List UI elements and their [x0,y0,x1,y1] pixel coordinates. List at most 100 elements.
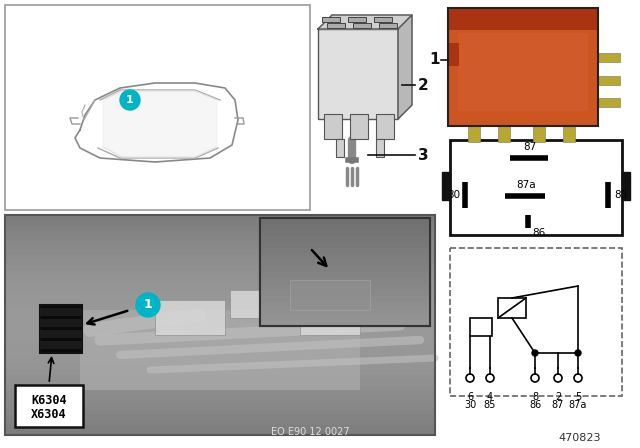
Circle shape [532,350,538,356]
Bar [260,254,430,261]
Circle shape [136,293,160,317]
Bar [5,410,435,416]
Bar [5,350,435,356]
Text: 2: 2 [555,392,561,402]
Circle shape [575,350,581,356]
Bar [260,230,430,237]
Text: 8: 8 [532,392,538,402]
Bar [5,405,435,411]
Text: 87: 87 [524,142,536,152]
Bar [468,126,480,142]
Bar [336,139,344,157]
Text: 1: 1 [143,298,152,311]
Bar [260,314,430,321]
Bar [300,305,360,335]
Bar [5,230,435,236]
Bar [5,395,435,401]
Bar [448,8,598,30]
Bar [260,278,430,285]
Bar [5,340,435,346]
Bar [5,5,310,210]
Bar [260,242,430,249]
Bar [5,415,435,421]
Bar [448,43,458,65]
Bar [260,218,430,326]
Bar [450,248,622,396]
Bar [260,284,430,291]
Text: 86: 86 [532,228,545,238]
Bar [15,385,83,427]
Bar [260,218,430,225]
Text: 85: 85 [484,400,496,410]
Bar [442,172,450,200]
Bar [376,114,394,139]
Bar [5,255,435,261]
Text: 6: 6 [467,392,473,402]
Text: X6304: X6304 [31,409,67,422]
Bar [5,325,435,331]
Bar [622,172,630,200]
Bar [230,290,285,318]
Text: 2: 2 [418,78,429,92]
Bar [353,23,371,28]
Bar [290,280,370,310]
Polygon shape [398,15,412,119]
Bar [5,385,435,391]
Bar [318,29,398,119]
Text: K6304: K6304 [31,393,67,406]
Bar [458,33,588,111]
Bar [598,76,620,85]
Bar [5,245,435,251]
Text: 30: 30 [464,400,476,410]
Bar [5,295,435,301]
Bar [350,114,368,139]
Bar [5,400,435,406]
Bar [5,305,435,311]
Bar [260,218,430,326]
Bar [379,23,397,28]
Bar [448,8,598,126]
Bar [5,310,435,316]
Bar [5,430,435,436]
Bar [40,305,82,353]
Bar [5,260,435,266]
Bar [5,360,435,366]
Bar [598,53,620,62]
Bar [5,225,435,231]
Bar [5,380,435,386]
Bar [80,310,360,390]
Bar [5,425,435,431]
Bar [5,275,435,281]
Bar [260,224,430,231]
Bar [5,335,435,341]
Bar [5,370,435,376]
Bar [5,330,435,336]
Bar [260,302,430,309]
Text: 87: 87 [552,400,564,410]
Bar [260,296,430,303]
Bar [5,320,435,326]
Bar [260,266,430,273]
Bar [40,341,82,349]
Bar [40,330,82,338]
Bar [450,140,622,235]
Bar [498,126,510,142]
Text: EO E90 12 0027: EO E90 12 0027 [271,427,349,437]
Bar [448,8,598,126]
Polygon shape [318,15,412,29]
Bar [348,17,366,22]
Bar [260,290,430,297]
Bar [470,318,492,336]
Bar [260,236,430,243]
Circle shape [120,90,140,110]
Bar [5,285,435,291]
Bar [5,390,435,396]
Bar [5,215,435,435]
Text: 30: 30 [447,190,460,200]
Bar [260,272,430,279]
Bar [5,280,435,286]
Bar [5,300,435,306]
Bar [324,114,342,139]
Bar [5,215,435,221]
Text: 1: 1 [126,95,134,105]
